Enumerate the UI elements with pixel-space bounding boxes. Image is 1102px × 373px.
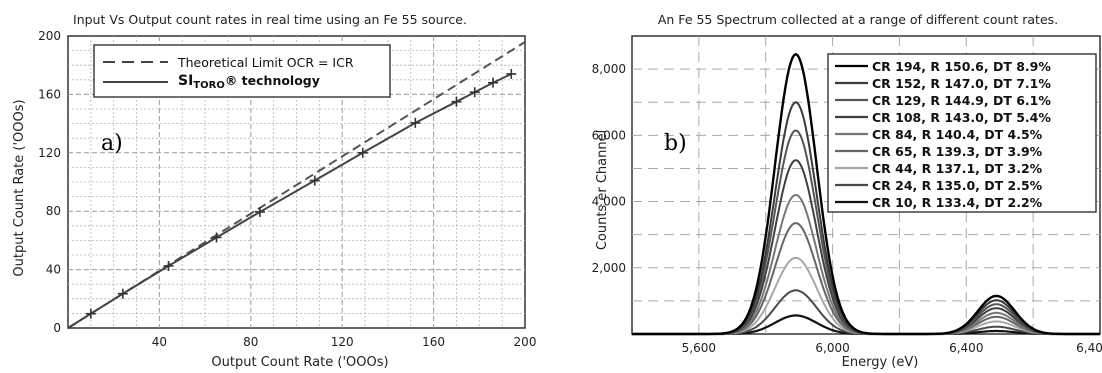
chart-a-y-tick-label: 160 [38,87,61,101]
chart-b: An Fe 55 Spectrum collected at a range o… [592,12,1102,370]
chart-a-data-marker [451,96,462,107]
chart-b-y-tick-label: 2,000 [592,261,626,275]
chart-b-legend-label: CR 108, R 143.0, DT 5.4% [872,110,1051,125]
chart-a-legend-label-part: ® technology [225,73,320,88]
chart-a-data-marker [357,147,368,158]
chart-b-y-tick-label: 6,000 [592,128,626,142]
chart-a-data-marker [211,232,222,243]
chart-a-y-tick-label: 200 [38,29,61,43]
chart-a-legend-label-part: TORO [193,80,225,91]
chart-a-tick-labels: 40 80 120 160 200 0 40 80 120 160 200 [38,29,536,349]
chart-b-legend-label: CR 44, R 137.1, DT 3.2% [872,161,1043,176]
chart-a-x-tick-label: 80 [243,335,258,349]
chart-b-legend-label: CR 129, R 144.9, DT 6.1% [872,93,1051,108]
chart-b-legend-label: CR 65, R 139.3, DT 3.9% [872,144,1043,159]
chart-a-x-tick-label: 160 [422,335,445,349]
chart-b-legend: CR 194, R 150.6, DT 8.9% CR 152, R 147.0,… [827,53,1097,213]
chart-a-series [67,41,526,329]
chart-a-y-tick-label: 0 [53,321,61,335]
chart-a-legend-label-sitoro: SITORO® technology [178,73,320,91]
chart-a-legend-box [93,44,391,98]
chart-a-data-marker [85,308,96,319]
chart-b-series [632,52,1100,336]
chart-a-x-axis-label: Output Count Rate ('OOOs) [211,355,388,370]
chart-a-y-axis-label: Output Count Rate ('OOOs) [12,99,27,276]
chart-b-tick-labels: 5,600 6,000 6,400 6,400 2,000 4,000 6,000 8,000 [592,62,1102,355]
chart-b-legend-label: CR 84, R 140.4, DT 4.5% [872,127,1043,142]
chart-a-data-marker [163,260,174,271]
chart-b-x-tick-label: 5,600 [682,341,716,355]
chart-a-data-marker [488,77,499,88]
chart-a-data-marker [254,206,265,217]
chart-a-data-marker [117,288,128,299]
chart-b-legend-label: CR 24, R 135.0, DT 2.5% [872,178,1043,193]
chart-a-y-tick-label: 80 [46,204,61,218]
chart-a-x-tick-label: 120 [331,335,354,349]
chart-b-panel-label: b) [664,131,687,156]
chart-a-y-tick-label: 120 [38,146,61,160]
chart-b-legend-label: CR 194, R 150.6, DT 8.9% [872,59,1051,74]
chart-b-series-line [632,52,1100,336]
chart-a-data-marker [469,87,480,98]
chart-a-title: Input Vs Output count rates in real time… [73,12,467,27]
chart-b-legend-label: CR 10, R 133.4, DT 2.2% [872,195,1043,210]
chart-a-data-marker [309,175,320,186]
chart-a-x-tick-label: 40 [152,335,167,349]
chart-b-y-tick-label: 4,000 [592,195,626,209]
chart-b-x-axis-label: Energy (eV) [842,355,919,370]
chart-b-legend-box [827,53,1097,213]
chart-a-legend: Theoretical Limit OCR = ICR SITORO® techn… [93,44,391,98]
chart-a-panel-label: a) [101,131,123,156]
chart-a-legend-label-part: SI [178,73,193,89]
chart-b-title: An Fe 55 Spectrum collected at a range o… [658,12,1058,27]
chart-b-y-axis-label: Counts er Channel [595,130,610,250]
chart-b-x-tick-label: 6,400 [949,341,983,355]
chart-a-y-tick-label: 40 [46,263,61,277]
chart-a-data-marker [410,117,421,128]
chart-a: Input Vs Output count rates in real time… [12,12,536,370]
chart-b-y-tick-label: 8,000 [592,62,626,76]
chart-a-data-marker [506,68,517,79]
chart-b-x-tick-label: 6,000 [815,341,849,355]
chart-b-legend-label: CR 152, R 147.0, DT 7.1% [872,76,1051,91]
chart-b-x-tick-label: 6,400 [1076,341,1102,355]
chart-a-x-tick-label: 200 [514,335,537,349]
chart-a-legend-label-theoretical: Theoretical Limit OCR = ICR [177,55,354,70]
